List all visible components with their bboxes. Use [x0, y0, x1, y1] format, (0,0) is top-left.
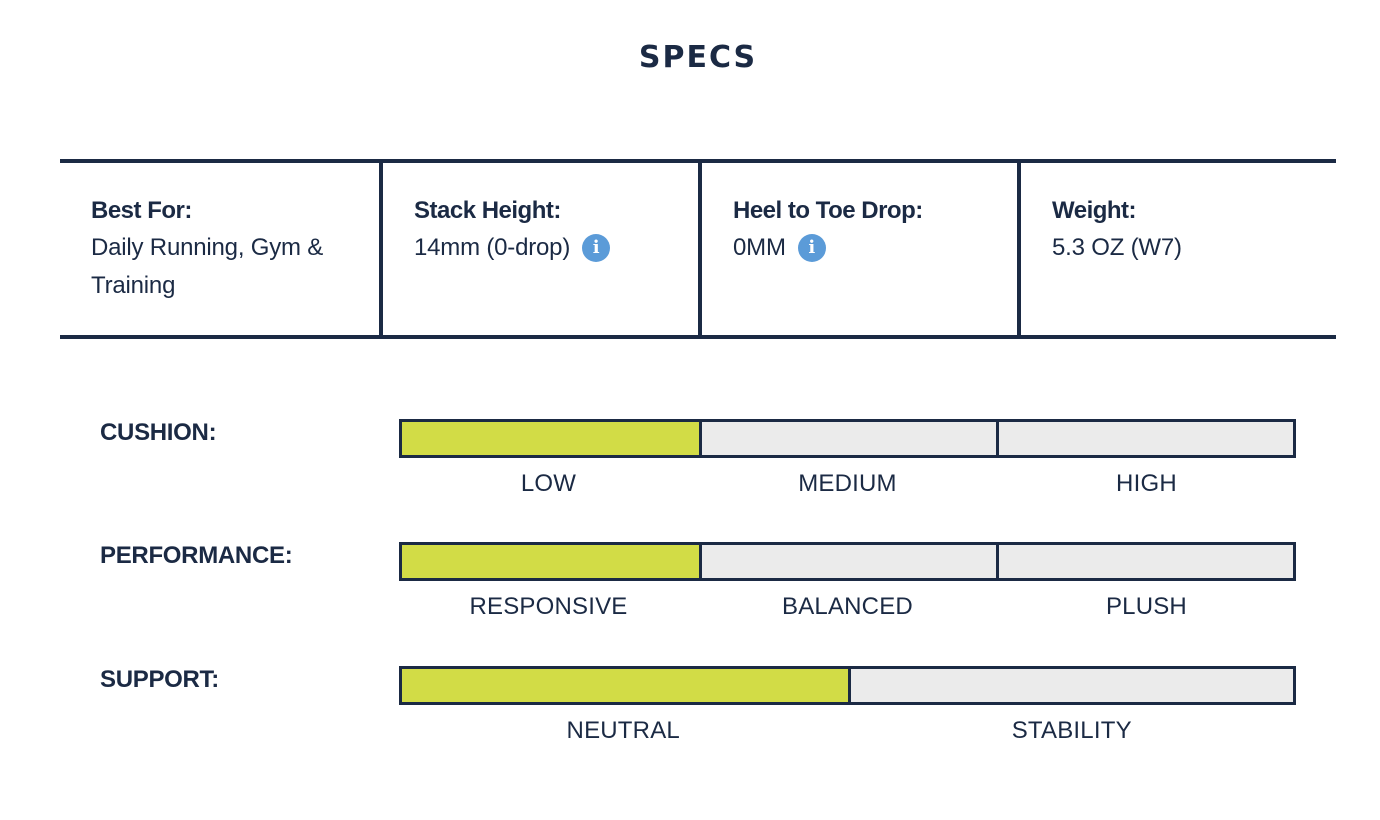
meter-scale: LOW MEDIUM HIGH: [399, 469, 1296, 499]
spec-heel-to-toe-drop: Heel to Toe Drop: 0MM i: [698, 163, 1017, 335]
spec-value: 5.3 OZ (W7): [1052, 234, 1182, 261]
meter-bar: [399, 666, 1296, 705]
meter-label: PERFORMANCE:: [100, 542, 293, 569]
meter-level-label: STABILITY: [1011, 717, 1132, 744]
info-icon[interactable]: i: [582, 234, 611, 262]
meter-bar: [399, 419, 1296, 458]
info-icon[interactable]: i: [797, 234, 826, 262]
spec-best-for: Best For: Daily Running, Gym & Training: [60, 163, 379, 335]
meter-label: CUSHION:: [100, 419, 217, 446]
meter-level-label: PLUSH: [1105, 593, 1187, 620]
meter-bar: [399, 542, 1296, 581]
spec-value: Daily Running, Gym & Training: [91, 234, 324, 299]
meter-level-label: BALANCED: [781, 593, 913, 620]
meter-scale: NEUTRAL STABILITY: [399, 716, 1296, 746]
spec-label: Best For:: [91, 197, 192, 224]
spec-label: Weight:: [1052, 197, 1137, 224]
meter-level-label: NEUTRAL: [566, 717, 680, 744]
meter-segment-plush: [995, 545, 1293, 578]
meter-level-label: HIGH: [1116, 470, 1177, 497]
meter-level-label: MEDIUM: [798, 470, 897, 497]
spec-value: 0MM: [733, 234, 786, 261]
meter-scale: RESPONSIVE BALANCED PLUSH: [399, 592, 1296, 622]
specs-table: Best For: Daily Running, Gym & Training …: [60, 159, 1336, 339]
meter-segment-medium: [698, 422, 996, 455]
spec-weight: Weight: 5.3 OZ (W7): [1017, 163, 1336, 335]
spec-label: Stack Height:: [414, 197, 561, 224]
meter-segment-balanced: [698, 545, 996, 578]
meter-level-label: LOW: [520, 470, 577, 497]
spec-label: Heel to Toe Drop:: [733, 197, 923, 224]
spec-stack-height: Stack Height: 14mm (0-drop) i: [379, 163, 698, 335]
spec-value: 14mm (0-drop): [414, 234, 571, 261]
meter-segment-neutral: [402, 669, 848, 702]
meter-segment-low: [402, 422, 699, 455]
meter-level-label: RESPONSIVE: [469, 593, 628, 620]
page-title: SPECS: [638, 40, 758, 75]
meter-segment-responsive: [402, 545, 699, 578]
meter-label: SUPPORT:: [100, 666, 219, 693]
meter-segment-stability: [847, 669, 1293, 702]
meter-segment-high: [995, 422, 1293, 455]
